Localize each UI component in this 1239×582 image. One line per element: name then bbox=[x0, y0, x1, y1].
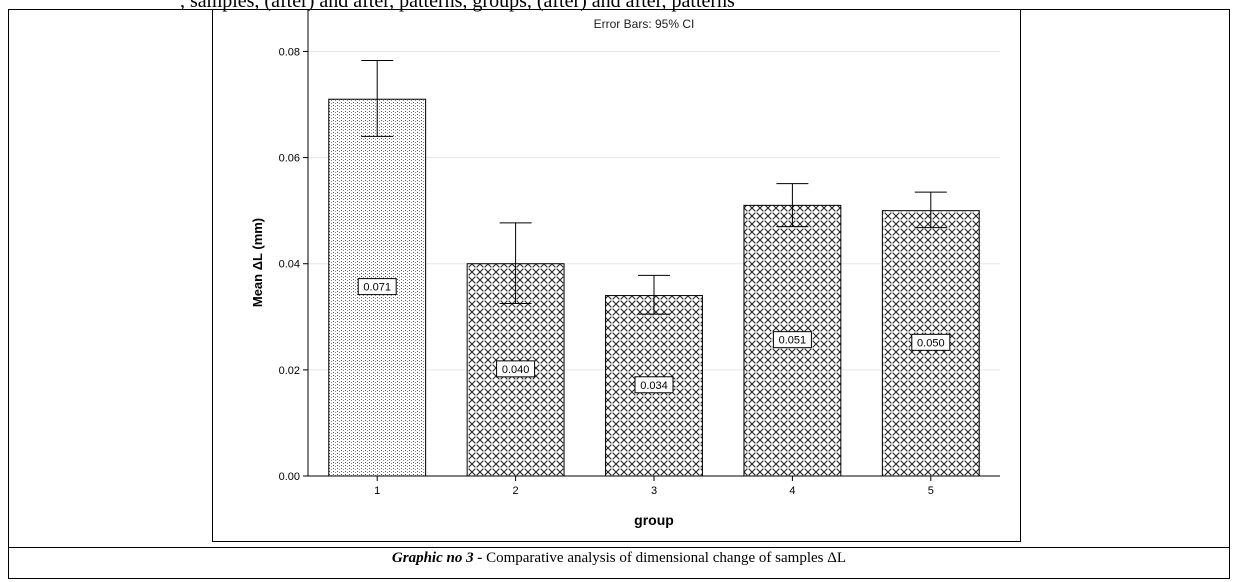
x-axis-label: group bbox=[634, 512, 674, 528]
y-axis-label: Mean ΔL (mm) bbox=[250, 218, 265, 307]
y-tick-label: 0.04 bbox=[279, 259, 300, 271]
x-tick-label: 4 bbox=[789, 485, 795, 497]
figure-table bbox=[8, 9, 1230, 579]
y-tick-label: 0.00 bbox=[279, 471, 300, 483]
y-tick-label: 0.06 bbox=[279, 153, 300, 165]
caption-label: Graphic no 3 - bbox=[391, 550, 483, 566]
data-label: 0.051 bbox=[779, 335, 807, 347]
x-tick-label: 3 bbox=[651, 485, 657, 497]
data-label: 0.050 bbox=[917, 337, 945, 349]
data-label: 0.071 bbox=[363, 282, 391, 294]
chart-title: Error Bars: 95% CI bbox=[594, 17, 695, 31]
data-label-box bbox=[496, 360, 536, 378]
bars: 0.071 0.040 0.034 0.051 0.050 bbox=[328, 59, 980, 477]
data-label-box bbox=[357, 278, 397, 296]
data-label-box bbox=[634, 376, 674, 394]
data-label-box bbox=[911, 333, 951, 351]
data-label: 0.040 bbox=[502, 364, 530, 376]
x-tick-label: 2 bbox=[513, 485, 519, 497]
data-label: 0.034 bbox=[640, 380, 668, 392]
figure-caption: Graphic no 3 - Comparative analysis of d… bbox=[8, 550, 1230, 567]
caption-text: Comparative analysis of dimensional chan… bbox=[482, 550, 847, 566]
y-tick-label: 0.08 bbox=[279, 46, 300, 58]
chart-frame bbox=[212, 9, 1021, 542]
y-tick-label: 0.02 bbox=[279, 365, 300, 377]
data-label-box bbox=[772, 331, 812, 349]
table-row-divider bbox=[8, 547, 1230, 548]
x-axis-ticks: 1 2 3 4 5 bbox=[374, 476, 934, 497]
x-tick-label: 5 bbox=[928, 485, 934, 497]
bar-chart: Error Bars: 95% CI 0.000.020.040.060.08 … bbox=[250, 9, 1000, 528]
y-axis-ticks: 0.00 0.02 0.04 0.06 0.08 bbox=[279, 46, 308, 483]
x-tick-label: 1 bbox=[374, 485, 380, 497]
